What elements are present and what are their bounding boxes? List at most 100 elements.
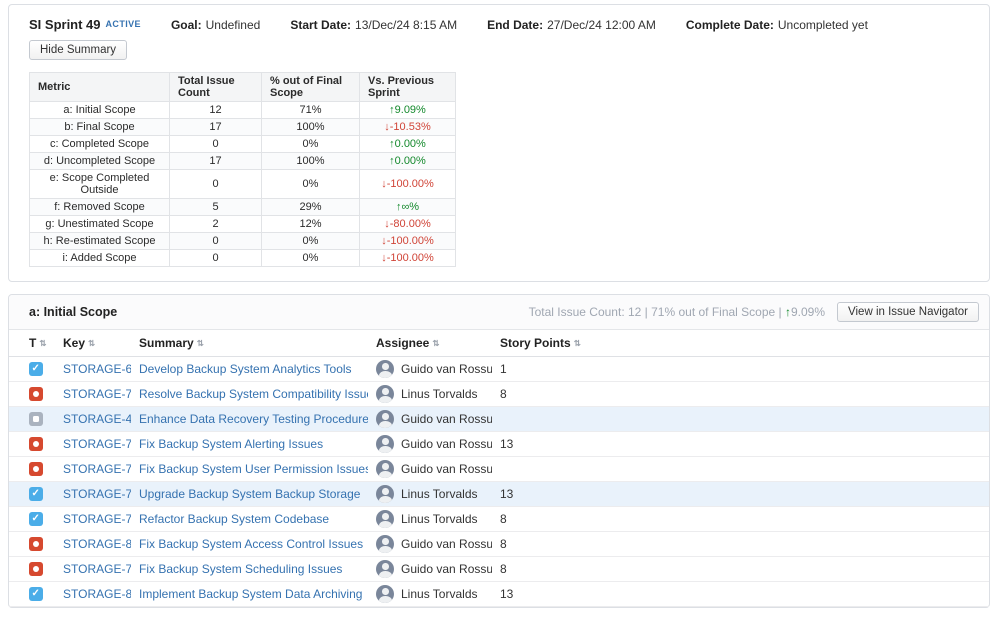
issue-summary-link[interactable]: Fix Backup System User Permission Issues: [139, 462, 368, 476]
story-points-cell: [492, 456, 989, 482]
issue-summary-link[interactable]: Resolve Backup System Compatibility Issu…: [139, 387, 368, 401]
issue-row: STORAGE-77 Upgrade Backup System Backup …: [9, 481, 989, 507]
col-key[interactable]: Key ⇅: [55, 330, 131, 357]
col-assignee[interactable]: Assignee ⇅: [368, 330, 492, 357]
issue-summary-link[interactable]: Implement Backup System Data Archiving: [139, 587, 363, 601]
col-type[interactable]: T ⇅: [9, 330, 55, 357]
issue-key-link[interactable]: STORAGE-74: [63, 437, 131, 451]
bug-icon: [29, 437, 43, 452]
sprint-metrics-table: Metric Total Issue Count % out of Final …: [29, 72, 456, 267]
task-icon: [29, 362, 43, 377]
metric-percent: 0%: [261, 232, 360, 250]
avatar: [376, 360, 394, 378]
issue-row: STORAGE-78 Refactor Backup System Codeba…: [9, 506, 989, 532]
issue-key-link[interactable]: STORAGE-78: [63, 512, 131, 526]
section-stats-text: Total Issue Count: 12 | 71% out of Final…: [528, 305, 782, 319]
issue-type-cell: [9, 481, 55, 507]
task-icon: [29, 587, 43, 602]
complete-date-label: Complete Date:: [685, 18, 774, 32]
trend-up-value: ↑0.00%: [389, 138, 426, 150]
metric-row: c: Completed Scope 0 0% ↑0.00%: [29, 135, 456, 153]
assignee-name: Guido van Rossum: [401, 437, 492, 451]
sort-icon: ⇅: [39, 338, 47, 348]
assignee-cell: Linus Torvalds: [368, 581, 492, 607]
issue-type-cell: [9, 531, 55, 557]
metric-name: a: Initial Scope: [29, 101, 170, 119]
end-date-value: 27/Dec/24 12:00 AM: [547, 18, 656, 32]
avatar: [376, 585, 394, 603]
sprint-status-badge: ACTIVE: [105, 19, 141, 29]
issue-summary-link[interactable]: Fix Backup System Access Control Issues: [139, 537, 364, 551]
trend-down-value: ↓-80.00%: [384, 218, 431, 230]
issue-key-link[interactable]: STORAGE-43: [63, 412, 131, 426]
issue-key-link[interactable]: STORAGE-65: [63, 362, 131, 376]
col-percent-final-scope: % out of Final Scope: [261, 72, 360, 102]
assignee-cell: Linus Torvalds: [368, 481, 492, 507]
metric-trend: ↓-100.00%: [359, 169, 456, 199]
metric-trend: ↑∞%: [359, 198, 456, 216]
complete-date-value: Uncompleted yet: [777, 18, 868, 32]
story-points-cell: 8: [492, 506, 989, 532]
metric-row: a: Initial Scope 12 71% ↑9.09%: [29, 101, 456, 119]
sort-icon: ⇅: [573, 338, 581, 348]
story-points-cell: [492, 406, 989, 432]
issue-summary-link[interactable]: Refactor Backup System Codebase: [139, 512, 330, 526]
metric-percent: 0%: [261, 249, 360, 267]
trend-down-value: ↓-10.53%: [384, 121, 431, 133]
metric-row: h: Re-estimated Scope 0 0% ↓-100.00%: [29, 232, 456, 250]
assignee-name: Guido van Rossum: [401, 562, 492, 576]
bug-icon: [29, 387, 43, 402]
story-points-cell: 8: [492, 381, 989, 407]
issue-key-link[interactable]: STORAGE-77: [63, 487, 131, 501]
metric-count: 0: [169, 249, 262, 267]
goal-field: Goal: Undefined: [171, 18, 260, 32]
trend-up-value: ↑0.00%: [389, 155, 426, 167]
metric-count: 0: [169, 135, 262, 153]
avatar: [376, 560, 394, 578]
hide-summary-button[interactable]: Hide Summary: [29, 40, 128, 60]
trend-up-value: ↑∞%: [395, 201, 420, 213]
end-date-field: End Date: 27/Dec/24 12:00 AM: [487, 18, 656, 32]
issue-key-link[interactable]: STORAGE-81: [63, 537, 131, 551]
issue-summary-link[interactable]: Fix Backup System Alerting Issues: [139, 437, 324, 451]
issue-type-cell: [9, 581, 55, 607]
view-in-issue-navigator-button[interactable]: View in Issue Navigator: [837, 302, 979, 322]
issue-key-link[interactable]: STORAGE-72: [63, 387, 131, 401]
issue-row: STORAGE-80 Implement Backup System Data …: [9, 581, 989, 607]
sprint-name: SI Sprint 49: [29, 17, 101, 32]
assignee-name: Guido van Rossum: [401, 412, 492, 426]
metric-name: e: Scope Completed Outside: [29, 169, 170, 199]
issue-row: STORAGE-74 Fix Backup System Alerting Is…: [9, 431, 989, 457]
assignee-cell: Guido van Rossum: [368, 356, 492, 382]
metric-row: b: Final Scope 17 100% ↓-10.53%: [29, 118, 456, 136]
issue-type-cell: [9, 356, 55, 382]
metric-row: f: Removed Scope 5 29% ↑∞%: [29, 198, 456, 216]
col-story-points[interactable]: Story Points ⇅: [492, 330, 989, 357]
col-metric: Metric: [29, 72, 170, 102]
issue-summary-link[interactable]: Enhance Data Recovery Testing Procedures: [139, 412, 368, 426]
issue-key-link[interactable]: STORAGE-79: [63, 562, 131, 576]
bug-icon: [29, 462, 43, 477]
metric-percent: 0%: [261, 169, 360, 199]
issue-type-cell: [9, 556, 55, 582]
metric-count: 2: [169, 215, 262, 233]
initial-scope-header: a: Initial Scope Total Issue Count: 12 |…: [9, 295, 989, 330]
issue-type-cell: [9, 406, 55, 432]
issue-key-link[interactable]: STORAGE-76: [63, 462, 131, 476]
complete-date-field: Complete Date: Uncompleted yet: [686, 18, 868, 32]
avatar: [376, 485, 394, 503]
col-summary[interactable]: Summary ⇅: [131, 330, 368, 357]
metric-count: 0: [169, 169, 262, 199]
issue-key-link[interactable]: STORAGE-80: [63, 587, 131, 601]
issue-summary-link[interactable]: Develop Backup System Analytics Tools: [139, 362, 352, 376]
sprint-summary-panel: SI Sprint 49 ACTIVE Goal: Undefined Start…: [8, 4, 990, 282]
metric-name: h: Re-estimated Scope: [29, 232, 170, 250]
issue-row: STORAGE-79 Fix Backup System Scheduling …: [9, 556, 989, 582]
start-date-value: 13/Dec/24 8:15 AM: [355, 18, 458, 32]
metric-count: 5: [169, 198, 262, 216]
issue-summary-link[interactable]: Fix Backup System Scheduling Issues: [139, 562, 343, 576]
trend-down-value: ↓-100.00%: [381, 252, 434, 264]
metric-percent: 100%: [261, 118, 360, 136]
issue-summary-link[interactable]: Upgrade Backup System Backup Storage: [139, 487, 361, 501]
